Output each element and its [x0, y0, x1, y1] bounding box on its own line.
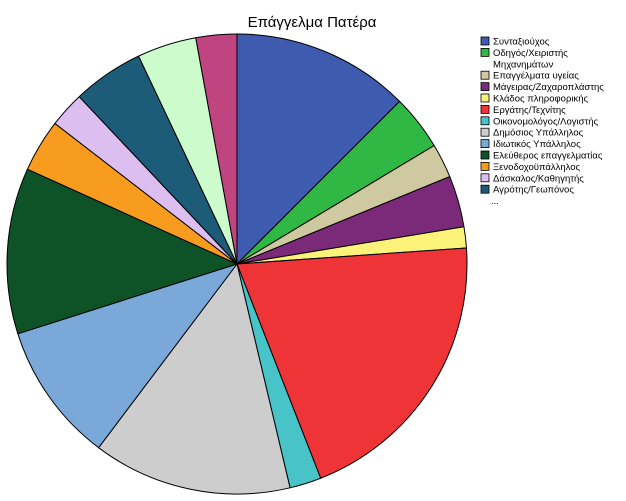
- legend-item-5: Κλάδος πληροφορικής: [480, 93, 588, 105]
- chart-title: Επάγγελμα Πατέρα: [248, 14, 377, 31]
- legend-label: Δάσκαλος/Καθηγητής: [493, 173, 584, 184]
- legend-more-indicator: ...: [491, 196, 499, 207]
- legend-item-13: Αγρότης/Γεωπόνος: [480, 184, 574, 196]
- legend-item-9: Ιδιωτικός Υπάλληλος: [480, 139, 581, 150]
- legend-item-12: Δάσκαλος/Καθηγητής: [480, 173, 584, 184]
- legend-item-8: Δημόσιος Υπάλληλος: [480, 127, 584, 139]
- legend-label: Οδηγός/Χειριστής: [493, 48, 568, 59]
- pie-slice-9: [17, 263, 238, 449]
- pie-slice-8: [98, 263, 291, 495]
- legend-swatch: [480, 150, 490, 160]
- legend-item-3: Επαγγέλματα υγείας: [480, 70, 579, 82]
- legend-swatch: [480, 48, 490, 57]
- legend-label: Οικονομολόγος/Λογιστής: [493, 116, 599, 127]
- legend-label: Ελεύθερος επαγγελματίας: [493, 151, 603, 162]
- legend-label: Ιδιωτικός Υπάλληλος: [493, 139, 581, 150]
- legend-item-1: Συνταξιούχος: [480, 36, 550, 48]
- legend-item-4: Μάγειρας/Ζαχαροπλάστης: [480, 82, 604, 93]
- legend-swatch: [480, 105, 490, 114]
- legend-label: Δημόσιος Υπάλληλος: [493, 128, 584, 139]
- pie-slice-6: [236, 247, 468, 479]
- legend: ΣυνταξιούχοςΟδηγός/ΧειριστήςΜηχανημάτωνΕ…: [480, 36, 604, 207]
- pie-slice-15: [195, 33, 238, 265]
- legend-label: Κλάδος πληροφορικής: [493, 94, 588, 105]
- legend-swatch: [480, 116, 490, 126]
- legend-swatch: [480, 36, 490, 46]
- legend-label: Μάγειρας/Ζαχαροπλάστης: [493, 82, 604, 93]
- legend-label: Συνταξιούχος: [493, 37, 550, 48]
- legend-swatch: [480, 184, 490, 194]
- pie-slice-1: [236, 33, 401, 265]
- pie-slice-10: [6, 168, 238, 335]
- legend-swatch: [480, 173, 490, 183]
- legend-item-6: Εργάτης/Τεχνίτης: [480, 105, 566, 116]
- legend-swatch: [480, 161, 490, 171]
- legend-item-7: Οικονομολόγος/Λογιστής: [480, 116, 599, 127]
- legend-label: Εργάτης/Τεχνίτης: [493, 105, 566, 116]
- pie-slices: [6, 33, 468, 495]
- legend-item-11: Ξενοδοχοϋπάλληλος: [480, 161, 581, 173]
- legend-item-10: Ελεύθερος επαγγελματίας: [480, 150, 603, 162]
- legend-label: Επαγγέλματα υγείας: [493, 71, 579, 82]
- legend-swatch: [480, 70, 490, 80]
- legend-swatch: [480, 127, 490, 137]
- legend-swatch: [480, 139, 490, 149]
- legend-swatch: [480, 93, 490, 103]
- legend-label: Ξενοδοχοϋπάλληλος: [493, 162, 581, 173]
- legend-label: Αγρότης/Γεωπόνος: [493, 185, 574, 196]
- legend-label: Μηχανημάτων: [493, 59, 553, 70]
- legend-swatch: [480, 82, 490, 91]
